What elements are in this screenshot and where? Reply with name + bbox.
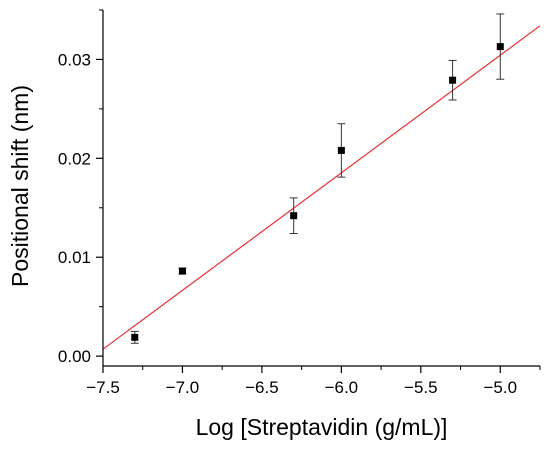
x-tick-labels: −7.5 −7.0 −6.5 −6.0 −5.5 −5.0 xyxy=(86,378,517,397)
x-tick-label: −5.5 xyxy=(404,378,438,397)
data-point-group xyxy=(448,59,457,101)
y-tick-label: 0.02 xyxy=(58,149,91,168)
data-point xyxy=(290,212,298,220)
data-point-group xyxy=(130,330,139,344)
y-tick-label: 0.01 xyxy=(58,248,91,267)
data-point xyxy=(449,76,457,84)
data-point-group xyxy=(289,197,298,234)
x-tick-label: −7.0 xyxy=(166,378,200,397)
data-point-group xyxy=(496,13,505,80)
x-tick-label: −6.0 xyxy=(325,378,359,397)
data-point xyxy=(178,267,186,275)
data-point xyxy=(496,43,504,51)
x-tick-label: −7.5 xyxy=(86,378,120,397)
y-axis-title: Positional shift (nm) xyxy=(7,85,33,287)
data-point-group xyxy=(337,123,346,178)
y-tick-label: 0.03 xyxy=(58,50,91,69)
data-point-group xyxy=(178,267,187,275)
axes xyxy=(96,9,541,373)
x-tick-label: −5.0 xyxy=(483,378,517,397)
y-tick-labels: 0.00 0.01 0.02 0.03 xyxy=(58,50,91,366)
data-point xyxy=(131,333,139,341)
fit-line xyxy=(102,25,541,350)
x-axis-title: Log [Streptavidin (g/mL)] xyxy=(196,414,448,440)
y-tick-label: 0.00 xyxy=(58,347,91,366)
x-tick-label: −6.5 xyxy=(245,378,279,397)
fit-line-layer xyxy=(102,25,541,350)
data-points-layer xyxy=(130,13,505,344)
data-point xyxy=(337,146,345,154)
